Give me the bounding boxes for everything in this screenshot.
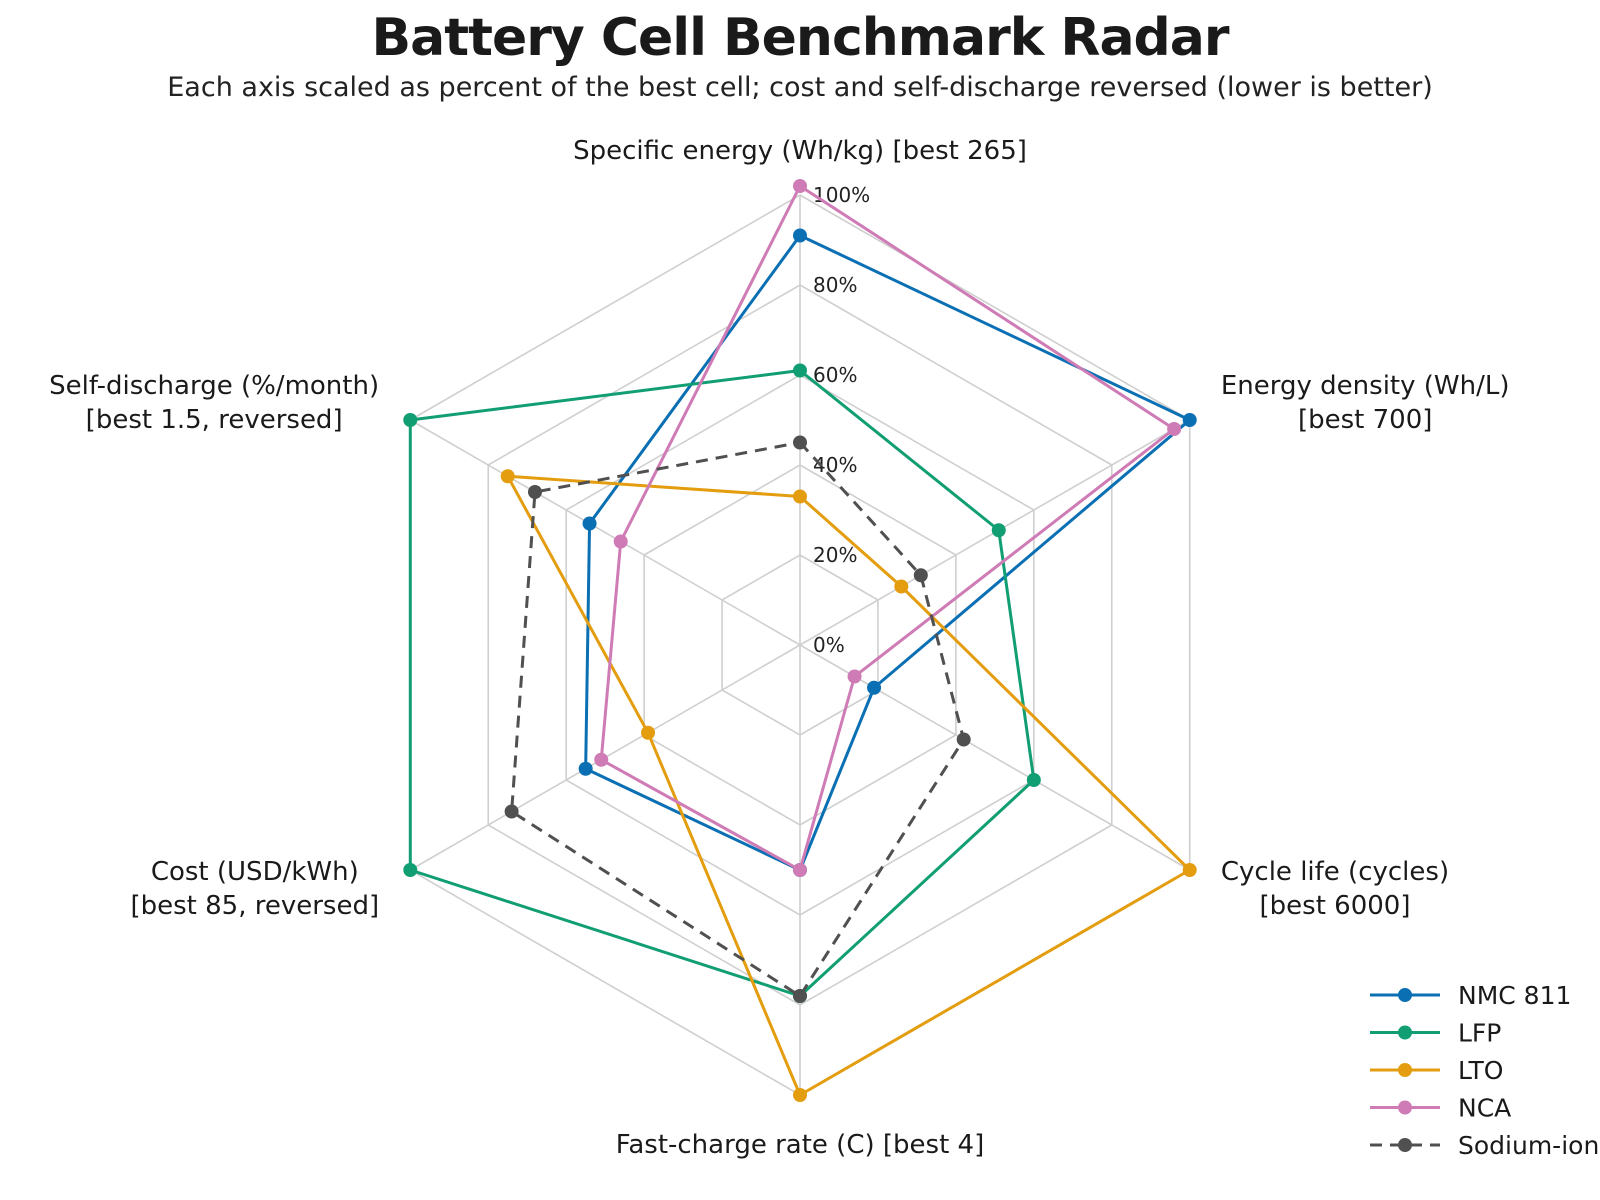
series-point bbox=[847, 669, 862, 684]
chart-title: Battery Cell Benchmark Radar bbox=[371, 8, 1230, 68]
axis-label-line: Cost (USD/kWh) bbox=[151, 857, 359, 887]
series-point bbox=[1182, 863, 1197, 877]
legend-swatch-marker bbox=[1398, 1063, 1412, 1077]
axis-label: Specific energy (Wh/kg) [best 265] bbox=[573, 136, 1027, 166]
legend: NMC 811 LFP LTO NCA Sodium-ion bbox=[1370, 981, 1599, 1160]
series-layer bbox=[403, 179, 1197, 1102]
legend-label: LTO bbox=[1458, 1056, 1503, 1085]
series-point bbox=[793, 489, 807, 504]
r-tick-label: 0% bbox=[813, 633, 845, 657]
series-point bbox=[641, 725, 656, 740]
series-point bbox=[594, 752, 609, 767]
legend-label: NMC 811 bbox=[1458, 981, 1571, 1010]
legend-swatch-marker bbox=[1398, 1138, 1412, 1152]
series-point bbox=[956, 732, 971, 747]
r-tick-label: 20% bbox=[813, 543, 857, 567]
legend-swatch-marker bbox=[1398, 1025, 1412, 1040]
series-point bbox=[578, 761, 593, 776]
axis-label-line: Cycle life (cycles) bbox=[1221, 857, 1449, 887]
series-point bbox=[403, 863, 418, 877]
radial-tick-labels: 0%20%40%60%80%100% bbox=[813, 183, 870, 657]
series-point bbox=[793, 989, 807, 1003]
radar-grid bbox=[409, 194, 1191, 1096]
series-line bbox=[510, 441, 966, 998]
legend-swatch-marker bbox=[1398, 988, 1412, 1002]
series-sodium-ion bbox=[504, 435, 971, 1003]
axis-label: Cost (USD/kWh) [best 85, reversed] bbox=[130, 857, 379, 921]
series-point bbox=[793, 1088, 807, 1102]
axis-label-line: [best 700] bbox=[1298, 405, 1432, 435]
series-point bbox=[793, 179, 807, 193]
r-tick-label: 60% bbox=[813, 363, 857, 387]
chart-subtitle: Each axis scaled as percent of the best … bbox=[167, 72, 1433, 103]
series-point bbox=[1026, 773, 1041, 787]
legend-item: NMC 811 bbox=[1370, 981, 1571, 1010]
series-point bbox=[582, 516, 597, 531]
series-point bbox=[793, 228, 807, 243]
series-point bbox=[793, 863, 807, 877]
grid-spoke bbox=[409, 419, 801, 646]
series-nmc-811 bbox=[578, 228, 1197, 877]
series-point bbox=[867, 680, 882, 695]
series-nca bbox=[594, 179, 1182, 877]
legend-item: NCA bbox=[1370, 1094, 1511, 1123]
axis-labels: Specific energy (Wh/kg) [best 265] Energy… bbox=[49, 136, 1509, 1160]
axis-label-line: [best 85, reversed] bbox=[130, 891, 379, 921]
axis-label: Cycle life (cycles) [best 6000] bbox=[1221, 857, 1449, 921]
series-line bbox=[599, 184, 1176, 872]
r-tick-label: 80% bbox=[813, 273, 857, 297]
axis-label: Self-discharge (%/month) [best 1.5, rever… bbox=[49, 371, 379, 435]
series-point bbox=[991, 523, 1006, 538]
series-point bbox=[793, 435, 807, 450]
axis-label-line: Self-discharge (%/month) bbox=[49, 371, 379, 401]
series-line bbox=[506, 474, 1192, 1097]
series-point bbox=[1167, 422, 1182, 436]
r-tick-label: 100% bbox=[813, 183, 870, 207]
series-point bbox=[913, 568, 928, 583]
axis-label: Fast-charge rate (C) [best 4] bbox=[616, 1130, 984, 1160]
series-point bbox=[527, 485, 542, 499]
series-point bbox=[403, 413, 418, 427]
series-lto bbox=[500, 469, 1197, 1102]
series-point bbox=[894, 579, 909, 594]
axis-label-line: [best 6000] bbox=[1260, 891, 1411, 921]
series-point bbox=[613, 534, 628, 549]
series-point bbox=[504, 804, 519, 819]
grid-spoke bbox=[799, 644, 1191, 871]
axis-label: Energy density (Wh/L) [best 700] bbox=[1221, 371, 1510, 435]
legend-label: LFP bbox=[1458, 1019, 1501, 1048]
axis-label-line: Specific energy (Wh/kg) [best 265] bbox=[573, 136, 1027, 166]
legend-item: LFP bbox=[1370, 1019, 1501, 1048]
series-point bbox=[500, 469, 515, 484]
axis-label-line: [best 1.5, reversed] bbox=[86, 405, 343, 435]
axis-label-line: Fast-charge rate (C) [best 4] bbox=[616, 1130, 984, 1160]
legend-item: LTO bbox=[1370, 1056, 1503, 1085]
legend-label: NCA bbox=[1458, 1094, 1511, 1123]
legend-label: Sodium-ion bbox=[1458, 1131, 1599, 1160]
series-point bbox=[793, 363, 807, 378]
series-point bbox=[1182, 413, 1197, 427]
legend-item: Sodium-ion bbox=[1370, 1131, 1599, 1160]
axis-label-line: Energy density (Wh/L) bbox=[1221, 371, 1510, 401]
legend-swatch-marker bbox=[1398, 1100, 1412, 1115]
